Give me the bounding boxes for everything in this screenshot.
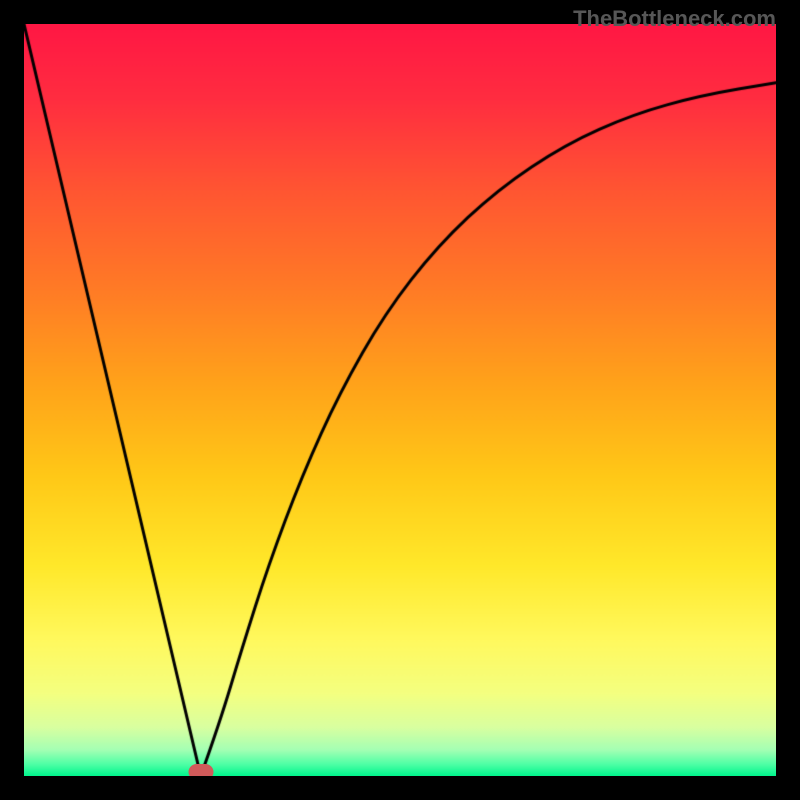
plot-area — [24, 24, 776, 776]
optimum-marker — [188, 764, 213, 776]
chart-frame: TheBottleneck.com — [0, 0, 800, 800]
watermark-text: TheBottleneck.com — [573, 6, 776, 32]
bottleneck-curve — [24, 24, 776, 776]
